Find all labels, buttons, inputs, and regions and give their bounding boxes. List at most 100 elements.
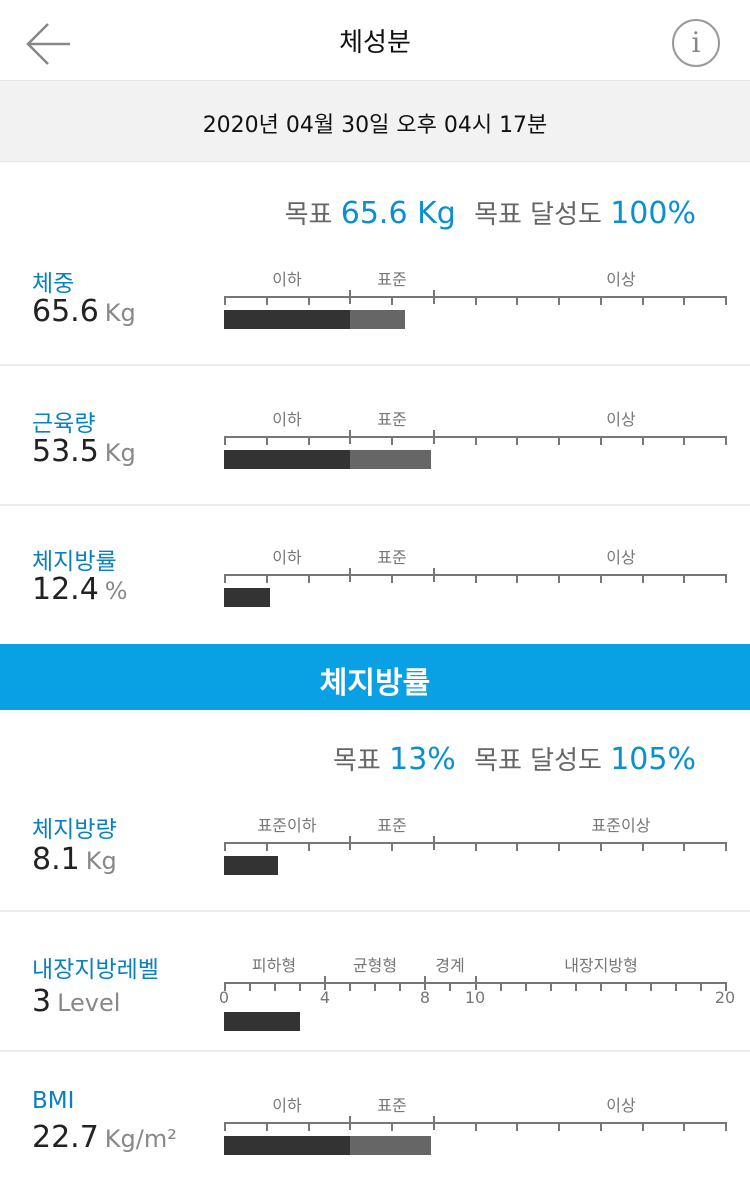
zone-label: 이하: [272, 1096, 302, 1115]
scale-tick: [558, 1122, 560, 1131]
scale-tick: [299, 982, 301, 991]
weight-scale: 이하 표준 이상: [224, 266, 727, 356]
app-header: 체성분 i: [0, 0, 750, 80]
scale-tick: [433, 430, 435, 444]
scale-tick: [266, 574, 268, 583]
scale-tick: [224, 982, 226, 991]
metric-label: 체중: [32, 271, 75, 297]
scale-tick: [725, 982, 727, 991]
body-fat-mass-row[interactable]: 체지방량 8.1 Kg 표준이하 표준 표준이상: [0, 796, 750, 912]
scale-tick: [349, 1116, 351, 1130]
goal-label: 목표: [333, 746, 381, 776]
metric-value: 8.1 Kg: [32, 842, 117, 877]
scale-tick: [516, 574, 518, 583]
scale-tick: [558, 574, 560, 583]
scale-tick: [391, 436, 393, 445]
scale-tick: [625, 982, 627, 991]
scale-tick: [433, 568, 435, 582]
scale-tick: [516, 296, 518, 305]
body-fat-rate-row[interactable]: 체지방률 12.4% 이하 표준 이상: [0, 506, 750, 644]
zone-label: 표준: [377, 410, 407, 429]
value-bar: [224, 1136, 350, 1155]
muscle-row[interactable]: 근육량 53.5 Kg 이하 표준 이상: [0, 366, 750, 506]
scale-tick: [475, 1122, 477, 1131]
metric-value: 65.6 Kg: [32, 294, 136, 329]
zone-label: 이상: [606, 270, 636, 289]
scale-tick: [274, 982, 276, 991]
scale-tick: [600, 982, 602, 991]
scale-tick: [266, 1122, 268, 1131]
scale-tick: [475, 842, 477, 851]
scale-tick: [600, 842, 602, 851]
scale-tick: [433, 290, 435, 304]
achievement-label: 목표 달성도: [474, 200, 602, 230]
info-icon[interactable]: i: [672, 19, 720, 67]
scale-tick: [475, 976, 477, 990]
scale-number: 8: [419, 988, 431, 1007]
bmi-row[interactable]: BMI 22.7 Kg/m² 이하 표준 이상: [0, 1052, 750, 1184]
scale-tick: [642, 1122, 644, 1131]
scale-tick: [349, 290, 351, 304]
value-bar-standard: [350, 1136, 431, 1155]
scale-tick: [475, 296, 477, 305]
scale-number: 20: [714, 988, 736, 1007]
value-bar: [224, 450, 350, 469]
scale-tick: [266, 842, 268, 851]
scale-tick: [683, 436, 685, 445]
body-fat-goal-summary: 목표 13% 목표 달성도 105%: [333, 740, 696, 777]
achievement-value: 105%: [610, 742, 696, 777]
achievement-value: 100%: [610, 196, 696, 231]
scale-number: 10: [464, 988, 486, 1007]
scale-tick: [725, 1122, 727, 1131]
scale-tick: [449, 982, 451, 991]
zone-label: 표준: [377, 548, 407, 567]
scale-tick: [224, 436, 226, 445]
scale-tick: [683, 296, 685, 305]
scale-number: 4: [319, 988, 331, 1007]
scale-tick: [500, 982, 502, 991]
metric-value: 12.4%: [32, 572, 128, 607]
value-bar: [224, 310, 350, 329]
scale-tick: [349, 568, 351, 582]
scale-tick: [725, 574, 727, 583]
zone-label: 표준: [377, 270, 407, 289]
scale-tick: [475, 436, 477, 445]
scale-tick: [642, 296, 644, 305]
body-fat-rate-scale: 이하 표준 이상: [224, 544, 727, 634]
scale-tick: [642, 574, 644, 583]
weight-row[interactable]: 체중 65.6 Kg 이하 표준 이상: [0, 250, 750, 366]
scale-tick: [516, 1122, 518, 1131]
section-title: 체지방률: [319, 666, 431, 701]
scale-tick: [475, 574, 477, 583]
scale-tick: [224, 842, 226, 851]
scale-tick: [683, 842, 685, 851]
scale-tick: [650, 982, 652, 991]
visceral-fat-row[interactable]: 내장지방레벨 3 Level 피하형 균형형 경계 내장지방형 0 4 8 10 …: [0, 912, 750, 1052]
scale-tick: [675, 982, 677, 991]
metric-label: BMI: [32, 1088, 75, 1114]
achievement-label: 목표 달성도: [474, 746, 602, 776]
scale-tick: [600, 574, 602, 583]
scale-tick: [683, 574, 685, 583]
scale-number: 0: [218, 988, 230, 1007]
metric-value: 22.7 Kg/m²: [32, 1120, 177, 1155]
scale-tick: [308, 1122, 310, 1131]
scale-tick: [642, 842, 644, 851]
zone-label: 피하형: [251, 956, 297, 975]
date-bar: 2020년 04월 30일 오후 04시 17분: [0, 80, 750, 162]
scale-tick: [600, 436, 602, 445]
scale-tick: [550, 982, 552, 991]
metric-label: 근육량: [32, 411, 96, 437]
bmi-scale: 이하 표준 이상: [224, 1092, 727, 1182]
scale-tick: [308, 842, 310, 851]
page-title: 체성분: [339, 28, 411, 58]
zone-label: 표준이하: [257, 816, 317, 835]
zone-label: 이하: [272, 270, 302, 289]
scale-tick: [575, 982, 577, 991]
scale-tick: [266, 436, 268, 445]
body-fat-mass-scale: 표준이하 표준 표준이상: [224, 812, 727, 902]
goal-value: 13%: [389, 742, 456, 777]
zone-label: 이상: [606, 1096, 636, 1115]
back-arrow-icon[interactable]: [22, 18, 74, 70]
value-bar: [224, 588, 270, 607]
